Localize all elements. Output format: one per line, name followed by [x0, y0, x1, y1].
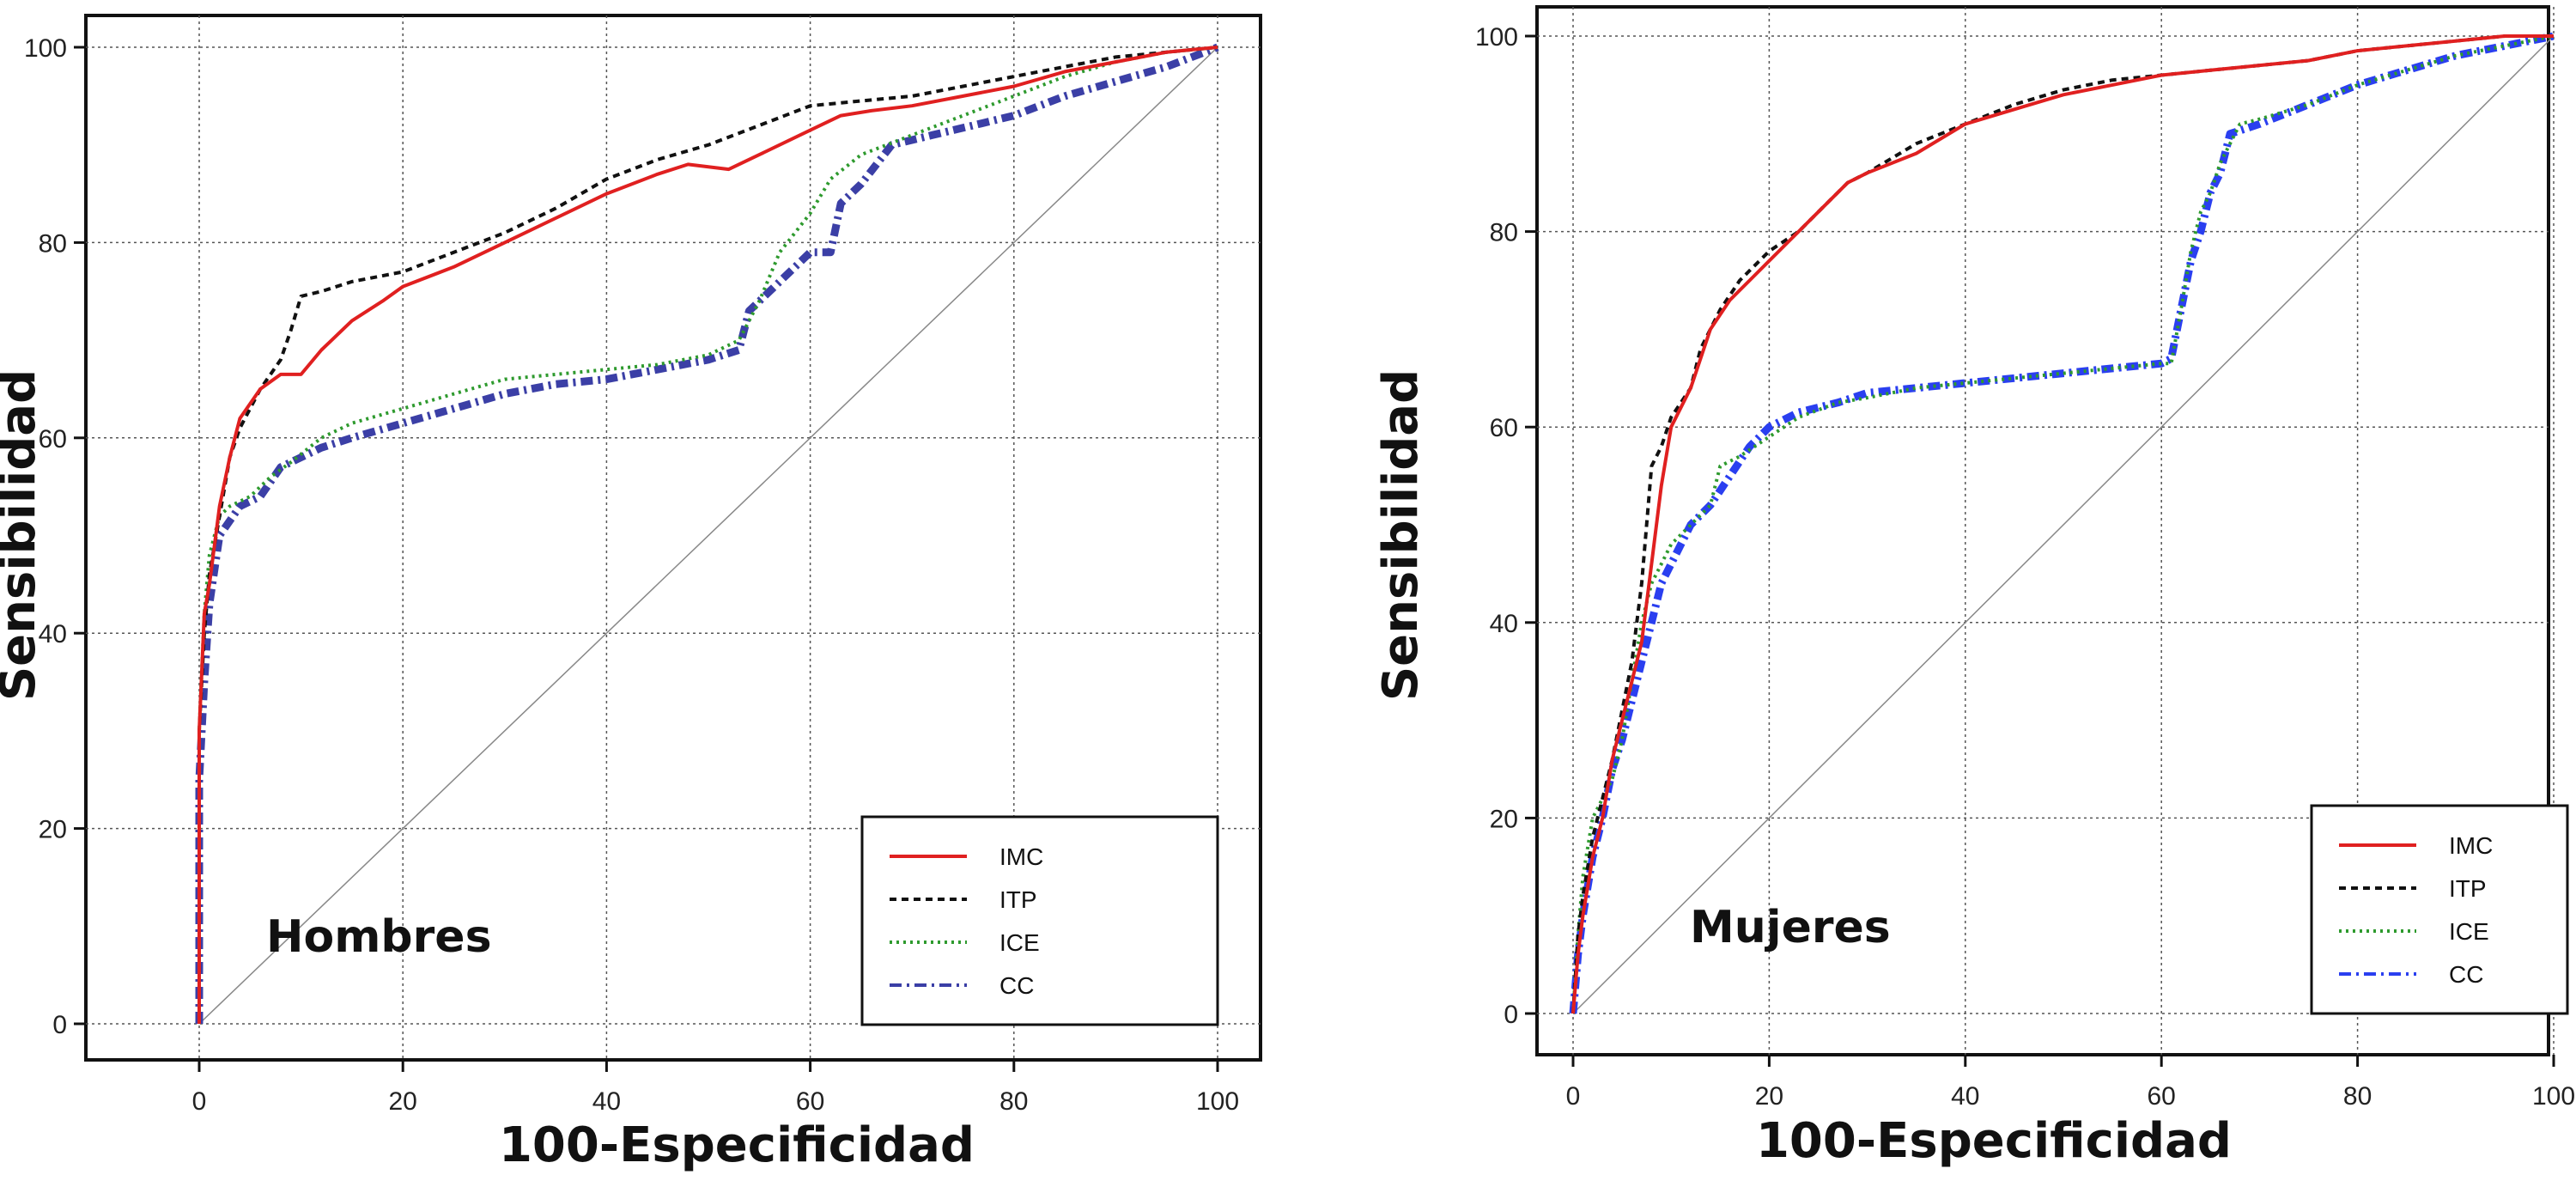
- x-tick-label: 100: [2532, 1082, 2575, 1111]
- series-line-ice: [1571, 34, 2555, 1014]
- x-tick-label: 20: [389, 1087, 417, 1116]
- x-tick-label: 80: [2343, 1082, 2372, 1111]
- x-tick-label: 80: [999, 1087, 1028, 1116]
- y-tick-label: 0: [52, 1011, 67, 1039]
- y-tick-label: 60: [39, 425, 67, 453]
- y-tick-label: 20: [39, 816, 67, 844]
- reference-diagonal: [1572, 35, 2555, 1014]
- reference-diagonal: [198, 46, 1218, 1025]
- y-tick-label: 40: [1490, 610, 1518, 638]
- legend: IMC ITP ICE CC: [860, 815, 1219, 1026]
- x-tick-label: 0: [1566, 1082, 1581, 1111]
- y-axis-title: Sensibilidad: [1373, 369, 1429, 701]
- series-line-cc: [1569, 32, 2555, 1014]
- chart-panel-hombres: 0 20 40 60 80 100 0 20 40 60 80 100 100-Especificida…: [0, 14, 1262, 1173]
- y-axis-title: Sensibilidad: [0, 369, 46, 701]
- series-group: [1569, 32, 2555, 1014]
- y-tick-label: 100: [1475, 23, 1518, 52]
- legend-label-ice: ICE: [999, 929, 1040, 956]
- x-tick-label: 40: [592, 1087, 621, 1116]
- x-axis-title: 100-Especificidad: [1756, 1113, 2232, 1169]
- x-tick-label: 20: [1755, 1082, 1783, 1111]
- y-tick-label: 40: [39, 620, 67, 648]
- y-tick-label: 100: [24, 34, 67, 63]
- x-axis-title: 100-Especificidad: [499, 1117, 975, 1173]
- x-tick-label: 60: [2148, 1082, 2176, 1111]
- legend-label-cc: CC: [999, 972, 1034, 999]
- series-line-imc: [197, 46, 1218, 1024]
- x-tick-label: 60: [796, 1087, 824, 1116]
- legend-label-ice: ICE: [2449, 918, 2489, 945]
- series-line-ice: [197, 46, 1218, 1024]
- panel-label: Hombres: [266, 911, 492, 963]
- panel-label: Mujeres: [1690, 902, 1891, 953]
- x-tick-label: 0: [192, 1087, 207, 1116]
- chart-panel-mujeres: 0 20 40 60 80 100 0 20 40 60 80 100 100-Especificida…: [1373, 5, 2575, 1169]
- legend-label-cc: CC: [2449, 961, 2483, 988]
- legend-label-imc: IMC: [999, 843, 1043, 870]
- legend-label-itp: ITP: [999, 886, 1037, 913]
- legend: IMC ITP ICE CC: [2310, 804, 2569, 1015]
- legend-box: [2310, 804, 2569, 1015]
- y-tick-label: 80: [39, 229, 67, 258]
- series-line-imc: [1571, 34, 2554, 1014]
- y-tick-label: 80: [1490, 219, 1518, 247]
- y-tick-label: 0: [1504, 1001, 1518, 1029]
- legend-box: [860, 815, 1219, 1026]
- legend-label-imc: IMC: [2449, 832, 2493, 859]
- series-group: [195, 43, 1219, 1024]
- y-tick-label: 20: [1490, 805, 1518, 833]
- x-tick-label: 100: [1196, 1087, 1239, 1116]
- legend-label-itp: ITP: [2449, 875, 2487, 902]
- x-tick-label: 40: [1951, 1082, 1979, 1111]
- series-line-cc: [195, 43, 1219, 1024]
- y-tick-label: 60: [1490, 414, 1518, 442]
- grid: [1537, 7, 2555, 1055]
